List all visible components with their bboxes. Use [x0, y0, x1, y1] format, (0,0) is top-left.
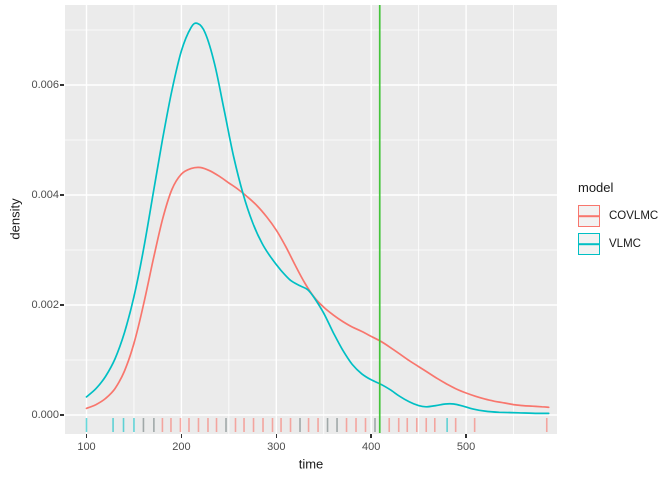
legend-key-swatch [578, 233, 600, 255]
x-axis-title: time [298, 456, 324, 472]
x-tick-mark [275, 434, 278, 438]
y-tick-label: 0.006 [31, 79, 59, 91]
legend-key-line-icon [579, 215, 599, 217]
density-curve-vlmc [85, 22, 550, 415]
legend-item-label: VLMC [609, 238, 641, 250]
legend-item: COVLMC [578, 205, 658, 227]
legend-item-label: COVLMC [609, 210, 659, 222]
y-tick-label: 0.002 [31, 299, 59, 311]
x-tick-label: 300 [267, 441, 286, 453]
legend-item: VLMC [578, 233, 658, 255]
y-tick-label: 0.004 [31, 189, 59, 201]
y-tick-mark [60, 304, 64, 306]
plot-canvas [65, 5, 557, 434]
y-tick-label: 0.000 [31, 409, 59, 421]
x-tick-mark [465, 434, 467, 438]
plot-panel [65, 5, 557, 434]
y-tick-mark [60, 414, 64, 416]
x-tick-mark [370, 434, 372, 438]
y-axis-title: density [7, 198, 23, 240]
density-curve-covlmc [85, 166, 550, 410]
x-tick-mark [85, 434, 88, 438]
x-tick-label: 500 [456, 441, 476, 453]
x-tick-label: 400 [362, 441, 381, 453]
x-tick-label: 100 [77, 441, 96, 453]
legend-key-swatch [578, 205, 600, 227]
y-tick-mark [60, 194, 64, 196]
x-tick-label: 200 [172, 441, 191, 453]
legend-title: model [578, 180, 614, 195]
legend-key-line-icon [579, 243, 599, 245]
legend-items: COVLMC VLMC [578, 205, 658, 255]
legend: model COVLMC VLMC [578, 180, 658, 261]
x-tick-mark [180, 434, 183, 438]
y-tick-mark [60, 84, 64, 86]
